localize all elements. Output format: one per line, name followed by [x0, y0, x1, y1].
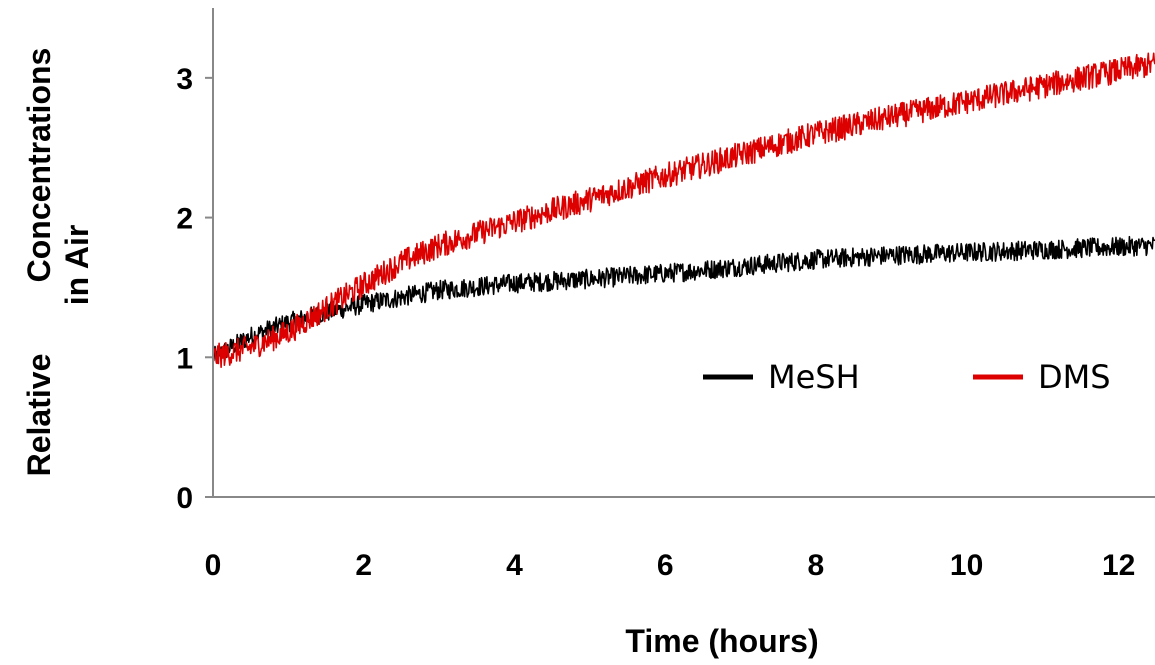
- series-line-dms: [212, 52, 1155, 368]
- x-tick-label: 0: [205, 549, 222, 582]
- legend-label-mesh: MeSH: [768, 358, 860, 396]
- x-tick-label: 4: [506, 549, 523, 582]
- x-tick-label: 6: [657, 549, 674, 582]
- x-tick-label: 2: [355, 549, 372, 582]
- series-layer: [212, 52, 1155, 368]
- y-tick-label: 1: [176, 342, 193, 375]
- y-tick-label: 2: [176, 203, 193, 236]
- legend-label-dms: DMS: [1038, 358, 1111, 396]
- x-tick-label: 12: [1102, 549, 1135, 582]
- x-axis-title: Time (hours): [625, 623, 818, 659]
- y-axis-title-line-2: Concentrations: [21, 48, 57, 283]
- x-tick-label: 8: [808, 549, 825, 582]
- y-axis-title-line-1: Relative: [21, 354, 57, 477]
- x-tick-label: 10: [950, 549, 983, 582]
- legend: MeSH DMS: [703, 358, 1111, 396]
- y-tick-label: 0: [176, 482, 193, 515]
- series-line-mesh: [212, 235, 1155, 363]
- y-tick-label: 3: [176, 63, 193, 96]
- y-axis-title-line-3: in Air: [59, 225, 95, 306]
